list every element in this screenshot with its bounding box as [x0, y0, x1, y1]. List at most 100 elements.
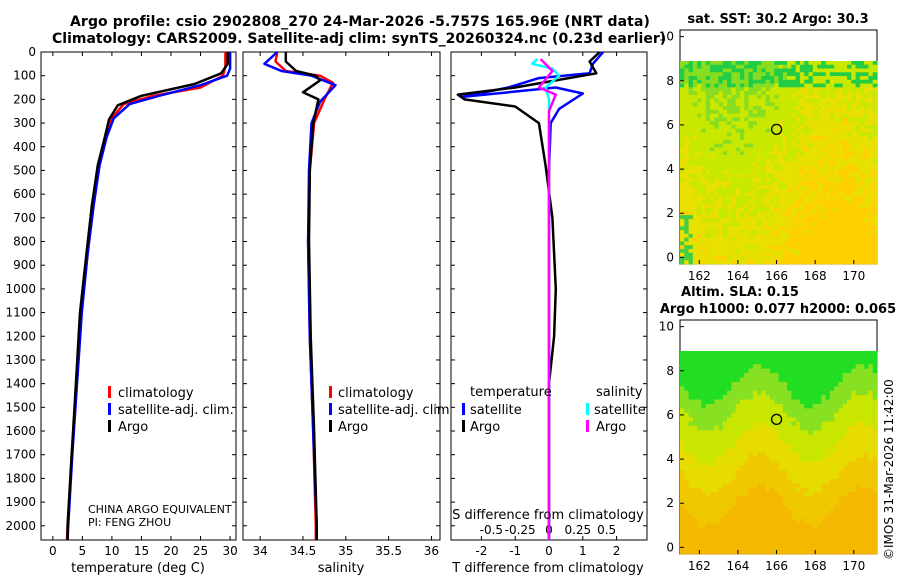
- heatmap-cell: [821, 443, 827, 449]
- heatmap-cell: [752, 222, 758, 227]
- heatmap-cell: [761, 373, 767, 378]
- heatmap-cell: [868, 381, 874, 387]
- heatmap-cell: [735, 434, 741, 440]
- heatmap-cell: [791, 72, 797, 77]
- heatmap-cell: [705, 87, 711, 92]
- heatmap-cell: [761, 527, 767, 533]
- heatmap-cell: [765, 215, 771, 220]
- heatmap-cell: [735, 487, 741, 493]
- heatmap-cell: [727, 518, 732, 524]
- heatmap-cell: [842, 147, 848, 152]
- heatmap-cell: [872, 412, 878, 418]
- heatmap-cell: [799, 154, 805, 160]
- heatmap-cell: [692, 505, 698, 511]
- heatmap-cell: [859, 72, 865, 77]
- heatmap-cell: [838, 501, 844, 506]
- heatmap-cell: [872, 128, 878, 133]
- heatmap-cell: [804, 351, 809, 356]
- heatmap-cell: [735, 192, 741, 197]
- heatmap-cell: [722, 72, 728, 77]
- heatmap-cell: [791, 79, 797, 84]
- heatmap-cell: [718, 351, 724, 356]
- heatmap-cell: [701, 509, 707, 515]
- heatmap-cell: [834, 79, 839, 84]
- heatmap-cell: [855, 373, 861, 378]
- heatmap-cell: [859, 509, 865, 515]
- heatmap-cell: [744, 91, 749, 96]
- heatmap-cell: [761, 256, 767, 261]
- heatmap-cell: [709, 355, 715, 361]
- heatmap-cell: [864, 527, 869, 533]
- heatmap-cell: [731, 61, 737, 66]
- heatmap-cell: [727, 252, 732, 257]
- heatmap-cell: [829, 181, 835, 186]
- heatmap-cell: [705, 483, 711, 489]
- heatmap-cell: [847, 181, 852, 186]
- heatmap-cell: [705, 426, 711, 431]
- y-tick-label: 800: [13, 235, 36, 249]
- heatmap-cell: [709, 386, 715, 392]
- heatmap-cell: [692, 386, 698, 392]
- heatmap-cell: [714, 527, 719, 533]
- heatmap-cell: [868, 540, 874, 546]
- heatmap-cell: [834, 147, 839, 152]
- heatmap-cell: [791, 377, 797, 383]
- heatmap-cell: [697, 395, 702, 400]
- heatmap-cell: [697, 102, 702, 107]
- heatmap-cell: [739, 421, 745, 427]
- heatmap-cell: [782, 109, 788, 115]
- heatmap-cell: [808, 386, 814, 392]
- heatmap-cell: [774, 109, 779, 115]
- heatmap-cell: [731, 465, 737, 471]
- heatmap-cell: [709, 218, 715, 224]
- heatmap-cell: [688, 501, 694, 506]
- heatmap-cell: [812, 448, 818, 453]
- heatmap-cell: [855, 531, 861, 537]
- heatmap-cell: [817, 162, 822, 167]
- heatmap-cell: [812, 139, 818, 145]
- heatmap-cell: [825, 470, 831, 475]
- heatmap-cell: [872, 237, 878, 242]
- heatmap-cell: [688, 230, 694, 235]
- heatmap-cell: [864, 188, 869, 193]
- heatmap-cell: [799, 136, 805, 141]
- heatmap-cell: [799, 487, 805, 493]
- heatmap-cell: [795, 192, 801, 197]
- heatmap-cell: [701, 211, 707, 216]
- heatmap-cell: [799, 64, 805, 69]
- heatmap-cell: [761, 207, 767, 212]
- heatmap-cell: [727, 117, 732, 122]
- heatmap-cell: [765, 439, 771, 445]
- heatmap-cell: [834, 364, 839, 370]
- heatmap-cell: [722, 248, 728, 254]
- heatmap-cell: [769, 132, 775, 137]
- heatmap-cell: [799, 218, 805, 224]
- heatmap-cell: [834, 215, 839, 220]
- heatmap-cell: [864, 501, 869, 506]
- heatmap-cell: [735, 523, 741, 528]
- heatmap-cell: [731, 136, 737, 141]
- heatmap-cell: [731, 185, 737, 190]
- heatmap-cell: [799, 151, 805, 156]
- heatmap-cell: [757, 390, 762, 396]
- heatmap-cell: [739, 403, 745, 409]
- heatmap-cell: [752, 68, 758, 73]
- heatmap-cell: [847, 351, 852, 356]
- heatmap-cell: [842, 158, 848, 163]
- heatmap-cell: [864, 226, 869, 231]
- heatmap-cell: [727, 200, 732, 205]
- heatmap-cell: [722, 64, 728, 69]
- heatmap-cell: [744, 531, 749, 537]
- heatmap-cell: [697, 147, 702, 152]
- heatmap-cell: [735, 181, 741, 186]
- heatmap-cell: [692, 434, 698, 440]
- heatmap-cell: [752, 121, 758, 126]
- heatmap-cell: [709, 113, 715, 118]
- heatmap-cell: [727, 203, 732, 209]
- heatmap-cell: [701, 139, 707, 145]
- heatmap-cell: [705, 83, 711, 88]
- heatmap-cell: [722, 215, 728, 220]
- heatmap-cell: [769, 200, 775, 205]
- heatmap-cell: [714, 94, 719, 99]
- heatmap-cell: [812, 207, 818, 212]
